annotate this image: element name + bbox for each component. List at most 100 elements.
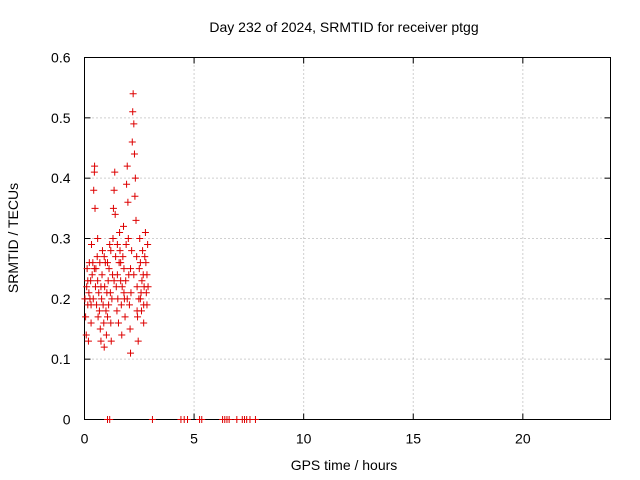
- data-point: [111, 168, 119, 176]
- data-point: [97, 337, 105, 345]
- data-point: [114, 319, 122, 327]
- data-point: [144, 241, 152, 249]
- data-point: [102, 331, 110, 339]
- data-point: [142, 289, 150, 297]
- data-point: [105, 301, 113, 309]
- data-point: [116, 247, 124, 255]
- data-point: [131, 192, 139, 200]
- data-point: [142, 259, 150, 267]
- data-point: [98, 271, 106, 279]
- data-point: [130, 271, 138, 279]
- data-point: [114, 295, 122, 303]
- data-point: [95, 307, 103, 315]
- data-point: [113, 271, 121, 279]
- data-point: [133, 253, 141, 261]
- data-point: [123, 180, 131, 188]
- data-point: [141, 228, 149, 236]
- data-point: [90, 168, 98, 176]
- data-point: [84, 277, 92, 285]
- data-point: [120, 222, 128, 230]
- data-point: [198, 416, 206, 423]
- data-point: [93, 301, 101, 309]
- data-point: [94, 277, 102, 285]
- data-point: [123, 295, 131, 303]
- y-tick-label: 0.2: [51, 291, 71, 307]
- data-point: [100, 343, 108, 351]
- data-point: [109, 235, 117, 242]
- data-point: [105, 265, 113, 273]
- data-point: [133, 283, 141, 291]
- data-point: [127, 289, 135, 297]
- data-point: [91, 204, 99, 212]
- data-point: [135, 265, 143, 273]
- data-point: [125, 301, 133, 309]
- x-tick-label: 15: [405, 431, 421, 447]
- data-point: [104, 277, 112, 285]
- data-point: [121, 313, 129, 321]
- y-tick-label: 0: [63, 412, 71, 428]
- axis-ticks: 0 5 10 15 20 0 0.1 0.2 0.3 0.4 0.5 0.6: [51, 50, 611, 447]
- data-point: [127, 349, 135, 357]
- data-points: [81, 90, 259, 423]
- data-point: [110, 186, 118, 194]
- data-point: [131, 174, 139, 182]
- data-point: [130, 120, 138, 128]
- y-tick-label: 0.4: [51, 170, 71, 186]
- x-axis-label: GPS time / hours: [291, 457, 398, 473]
- data-point: [117, 301, 125, 309]
- grid-lines: [84, 57, 611, 420]
- data-point: [112, 283, 120, 291]
- data-point: [98, 295, 106, 303]
- data-point: [98, 247, 106, 255]
- data-point: [93, 253, 101, 261]
- data-point: [251, 416, 259, 423]
- data-point: [89, 295, 97, 303]
- data-point: [82, 313, 90, 321]
- data-point: [100, 253, 108, 261]
- data-point: [129, 108, 137, 116]
- data-point: [144, 283, 152, 291]
- data-point: [83, 283, 91, 291]
- data-point: [83, 265, 91, 273]
- data-point: [127, 265, 135, 273]
- data-point: [132, 216, 140, 224]
- data-point: [108, 295, 116, 303]
- data-point: [107, 337, 115, 345]
- data-point: [104, 259, 112, 267]
- data-point: [130, 150, 138, 158]
- data-point: [84, 337, 92, 345]
- data-point: [126, 325, 134, 333]
- chart-title: Day 232 of 2024, SRMTID for receiver ptg…: [209, 19, 478, 35]
- data-point: [128, 138, 136, 146]
- data-point: [88, 271, 96, 279]
- data-point: [134, 337, 142, 345]
- data-point: [118, 283, 126, 291]
- data-point: [106, 289, 114, 297]
- data-point: [104, 313, 112, 321]
- data-point: [123, 162, 131, 170]
- data-point: [106, 241, 114, 249]
- data-point: [128, 247, 136, 255]
- data-point: [113, 241, 121, 249]
- data-point: [122, 277, 130, 285]
- data-point: [111, 210, 119, 218]
- data-point: [91, 162, 99, 170]
- data-point: [94, 235, 102, 242]
- data-point: [225, 416, 233, 423]
- data-point: [120, 265, 128, 273]
- data-point: [117, 259, 125, 267]
- data-point: [82, 331, 90, 339]
- data-point: [100, 319, 108, 327]
- data-point: [122, 241, 130, 249]
- x-tick-label: 0: [81, 431, 89, 447]
- data-point: [102, 307, 110, 315]
- data-point: [85, 289, 93, 297]
- y-tick-label: 0.3: [51, 231, 71, 247]
- data-point: [112, 253, 120, 261]
- data-point: [118, 331, 126, 339]
- y-tick-label: 0.6: [51, 50, 71, 66]
- data-point: [116, 228, 124, 236]
- data-point: [94, 313, 102, 321]
- x-tick-label: 5: [190, 431, 198, 447]
